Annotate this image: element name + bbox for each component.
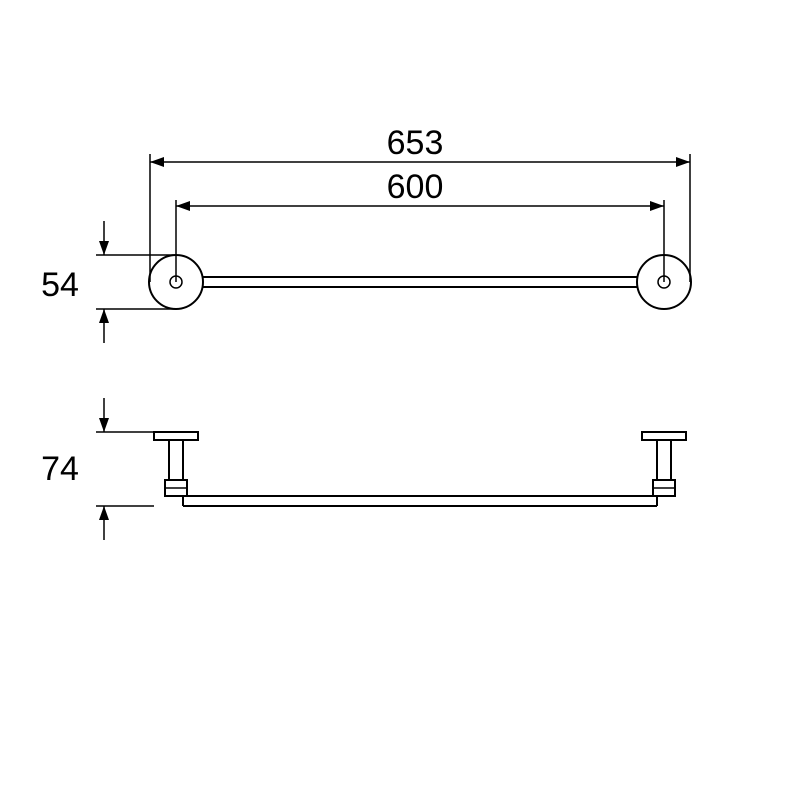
flange <box>154 432 198 440</box>
dim-bar-width: 600 <box>387 168 444 206</box>
dim-arrowhead <box>99 506 109 520</box>
dim-arrowhead <box>99 241 109 255</box>
dim-overall-width: 653 <box>387 124 444 162</box>
dim-arrowhead <box>676 157 690 167</box>
dim-arrowhead <box>99 418 109 432</box>
dim-arrowhead <box>150 157 164 167</box>
dim-arrowhead <box>650 201 664 211</box>
dim-arrowhead <box>99 309 109 323</box>
dim-depth: 74 <box>41 450 79 488</box>
post <box>169 440 183 480</box>
post <box>657 440 671 480</box>
flange <box>642 432 686 440</box>
dim-mount-diameter: 54 <box>41 266 79 304</box>
dim-arrowhead <box>176 201 190 211</box>
